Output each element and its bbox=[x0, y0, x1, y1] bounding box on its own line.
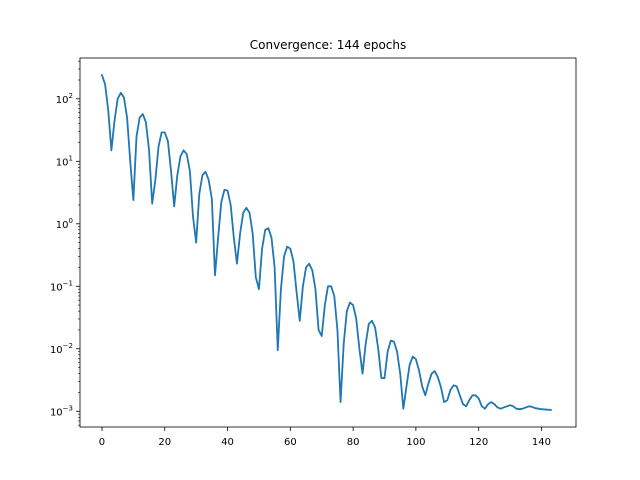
x-tick-label: 100 bbox=[406, 437, 425, 448]
y-tick-base: 10 bbox=[56, 220, 69, 231]
y-tick-base: 10 bbox=[56, 95, 69, 106]
y-tick-exponent: 1 bbox=[69, 154, 73, 162]
x-tick-label: 20 bbox=[158, 437, 171, 448]
x-tick-label: 80 bbox=[347, 437, 360, 448]
series-layer bbox=[100, 73, 552, 411]
y-tick-base: 10 bbox=[56, 157, 69, 168]
y-tick-exponent: 2 bbox=[69, 92, 73, 100]
y-tick-label: 10−3 bbox=[50, 404, 73, 418]
y-tick-label: 10−1 bbox=[50, 279, 73, 293]
y-tick-exponent: −3 bbox=[63, 404, 73, 412]
x-tick-label: 120 bbox=[469, 437, 488, 448]
y-tick-exponent: −2 bbox=[63, 342, 73, 350]
y-tick-label: 101 bbox=[56, 154, 73, 168]
y-tick-label: 100 bbox=[56, 217, 73, 231]
x-tick-label: 140 bbox=[532, 437, 551, 448]
chart-title: Convergence: 144 epochs bbox=[250, 38, 407, 52]
series-line-0 bbox=[100, 73, 552, 411]
x-axis-ticks: 0 20 40 60 80 100 120 140 bbox=[99, 427, 551, 448]
plot-area bbox=[80, 58, 576, 427]
y-tick-exponent: −1 bbox=[63, 279, 73, 287]
y-tick-label: 10−2 bbox=[50, 342, 73, 356]
y-tick-base: 10 bbox=[50, 282, 63, 293]
y-tick-base: 10 bbox=[50, 407, 63, 418]
y-tick-label: 102 bbox=[56, 92, 73, 106]
y-tick-base: 10 bbox=[50, 345, 63, 356]
plot-frame bbox=[79, 57, 577, 428]
x-tick-label: 40 bbox=[221, 437, 234, 448]
x-tick-label: 60 bbox=[284, 437, 297, 448]
x-tick-label: 0 bbox=[99, 437, 105, 448]
y-tick-exponent: 0 bbox=[69, 217, 73, 225]
